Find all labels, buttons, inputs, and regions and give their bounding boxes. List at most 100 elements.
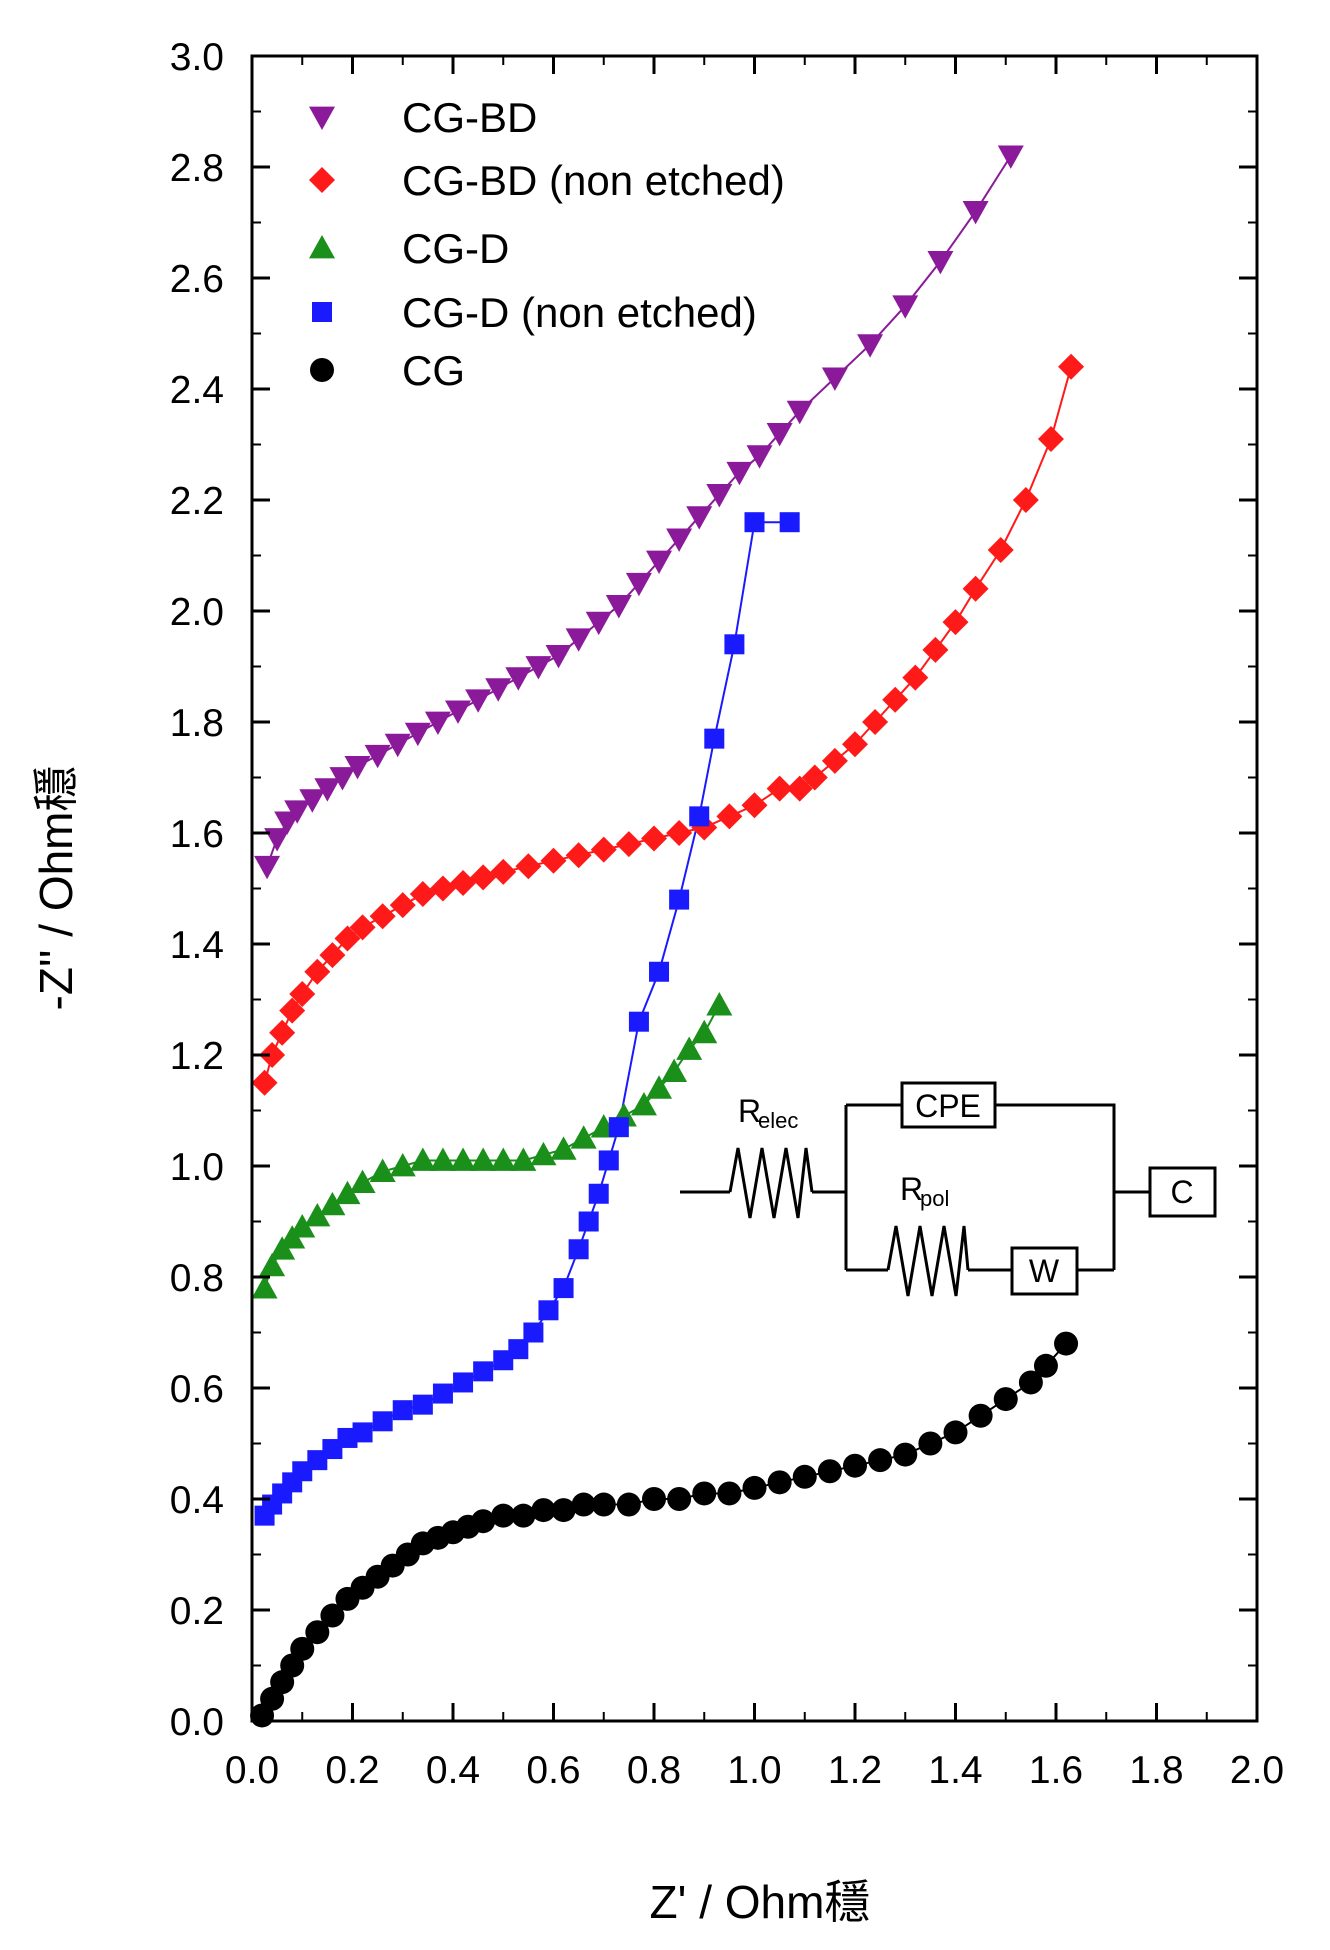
y-tick-label: 1.2 (170, 1035, 224, 1078)
data-point-cg-d (530, 1141, 557, 1166)
data-point-cg-bd-non-etched (1037, 425, 1064, 452)
cpe-label: CPE (915, 1088, 981, 1124)
data-point-cg-bd (686, 506, 713, 530)
data-point-cg-d-non-etched (307, 1450, 328, 1471)
data-point-cg (918, 1431, 943, 1456)
data-point-cg-d (349, 1169, 376, 1194)
data-point-cg-d-non-etched (493, 1350, 514, 1371)
x-tick-label: 1.0 (727, 1749, 781, 1792)
data-point-cg (692, 1481, 717, 1506)
data-point-cg-bd-non-etched (962, 575, 989, 602)
y-tick-label: 0.4 (170, 1479, 224, 1522)
r-elec-label: R (738, 1093, 761, 1129)
data-point-cg-bd (424, 711, 451, 735)
data-point-cg-bd-non-etched (766, 775, 793, 802)
data-point-cg-d-non-etched (412, 1394, 433, 1415)
data-point-cg-d-non-etched (392, 1400, 413, 1421)
data-point-cg (491, 1503, 516, 1528)
data-point-cg-bd (927, 250, 954, 275)
data-point-cg-bd-non-etched (334, 925, 361, 952)
data-point-cg (717, 1481, 742, 1506)
data-point-cg-bd-non-etched (490, 858, 517, 885)
data-point-cg-bd-non-etched (319, 942, 346, 969)
data-point-cg-bd (997, 145, 1024, 169)
data-point-cg-d (289, 1214, 316, 1238)
y-tick-label: 1.8 (170, 702, 224, 745)
data-point-cg-bd-non-etched (801, 764, 828, 791)
data-point-cg-bd (254, 855, 281, 880)
data-point-cg-d (691, 1019, 718, 1044)
data-point-cg-d-non-etched (508, 1339, 529, 1360)
w-box (1010, 1246, 1079, 1296)
data-point-cg-bd (404, 722, 431, 747)
data-point-cg (1054, 1331, 1079, 1356)
x-axis-ticks: 0.0 0.2 0.4 0.6 0.8 1.0 1.2 1.4 1.6 1.8 2.0 (225, 56, 1284, 1792)
y-tick-label: 2.4 (170, 369, 224, 412)
data-point-cg (531, 1498, 556, 1523)
data-point-cg (591, 1492, 616, 1517)
data-point-cg-bd (314, 778, 341, 802)
r-elec-resistor (728, 1147, 814, 1219)
data-point-cg-bd-non-etched (389, 892, 416, 919)
data-point-cg-d (630, 1091, 657, 1116)
data-point-cg-bd (384, 733, 411, 758)
data-point-cg-bd (746, 445, 773, 469)
data-point-cg-bd-non-etched (1058, 353, 1085, 380)
legend-marker-cg-bd (309, 106, 335, 130)
data-point-cg-bd-non-etched (540, 847, 567, 874)
data-point-cg (471, 1509, 496, 1534)
data-point-cg-bd (264, 828, 291, 852)
data-point-cg-d (409, 1147, 436, 1171)
c-label: C (1170, 1174, 1193, 1210)
x-tick-label: 0.8 (627, 1749, 681, 1792)
data-point-cg-bd-non-etched (450, 869, 477, 896)
data-point-cg-bd (299, 789, 326, 813)
data-point-cg-bd (962, 201, 989, 225)
data-point-cg-bd-non-etched (987, 536, 1014, 563)
data-point-cg-bd-non-etched (269, 1019, 296, 1046)
data-point-cg (571, 1492, 596, 1517)
data-point-cg (817, 1459, 842, 1484)
x-tick-label: 0.4 (426, 1749, 480, 1792)
data-point-cg-d (251, 1275, 278, 1299)
data-point-cg-d (470, 1147, 497, 1171)
data-point-cg (551, 1498, 576, 1523)
data-point-cg-bd-non-etched (409, 881, 436, 908)
data-point-cg-bd (525, 656, 552, 680)
data-point-cg-bd-non-etched (641, 825, 667, 852)
data-point-cg-bd (485, 678, 512, 702)
y-tick-label: 0.0 (170, 1701, 224, 1744)
data-point-cg-bd (766, 423, 793, 447)
y-tick-label: 0.2 (170, 1590, 224, 1633)
data-point-cg-d (706, 992, 733, 1016)
data-point-cg-bd-non-etched (716, 803, 743, 830)
data-point-cg-bd-non-etched (349, 914, 376, 941)
data-point-cg-d-non-etched (292, 1461, 313, 1482)
data-point-cg-bd (857, 334, 884, 358)
data-point-cg-bd (364, 744, 391, 769)
data-point-cg (893, 1442, 918, 1467)
r-pol-subscript: pol (920, 1186, 949, 1211)
equivalent-circuit (680, 1081, 1217, 1297)
data-point-cg-d-non-etched (598, 1150, 619, 1171)
y-tick-label: 2.6 (170, 258, 224, 301)
y-tick-label: 2.2 (170, 480, 224, 523)
data-point-cg-bd (726, 461, 753, 486)
data-point-cg-bd-non-etched (666, 820, 693, 846)
data-point-cg-bd (465, 689, 492, 713)
data-point-cg-d-non-etched (553, 1278, 574, 1299)
data-point-cg-d (646, 1075, 673, 1099)
data-point-cg-d (429, 1147, 456, 1171)
data-point-cg-bd (344, 756, 371, 780)
data-point-cg-bd-non-etched (842, 731, 868, 758)
data-point-cg (742, 1475, 767, 1500)
data-point-cg-d-non-etched (628, 1011, 649, 1032)
r-elec-subscript: elec (758, 1108, 798, 1133)
data-point-cg-bd-non-etched (942, 609, 969, 636)
data-point-cg-bd (625, 572, 652, 597)
data-point-cg (943, 1420, 968, 1445)
data-point-cg-bd-non-etched (1012, 487, 1039, 513)
r-pol-resistor (886, 1225, 970, 1297)
x-axis-title: Z' / Ohm穩 (650, 1876, 871, 1928)
